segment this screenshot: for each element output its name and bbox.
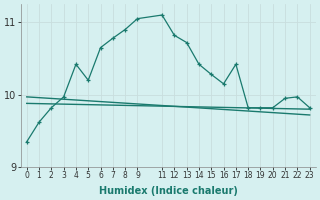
X-axis label: Humidex (Indice chaleur): Humidex (Indice chaleur) xyxy=(99,186,238,196)
